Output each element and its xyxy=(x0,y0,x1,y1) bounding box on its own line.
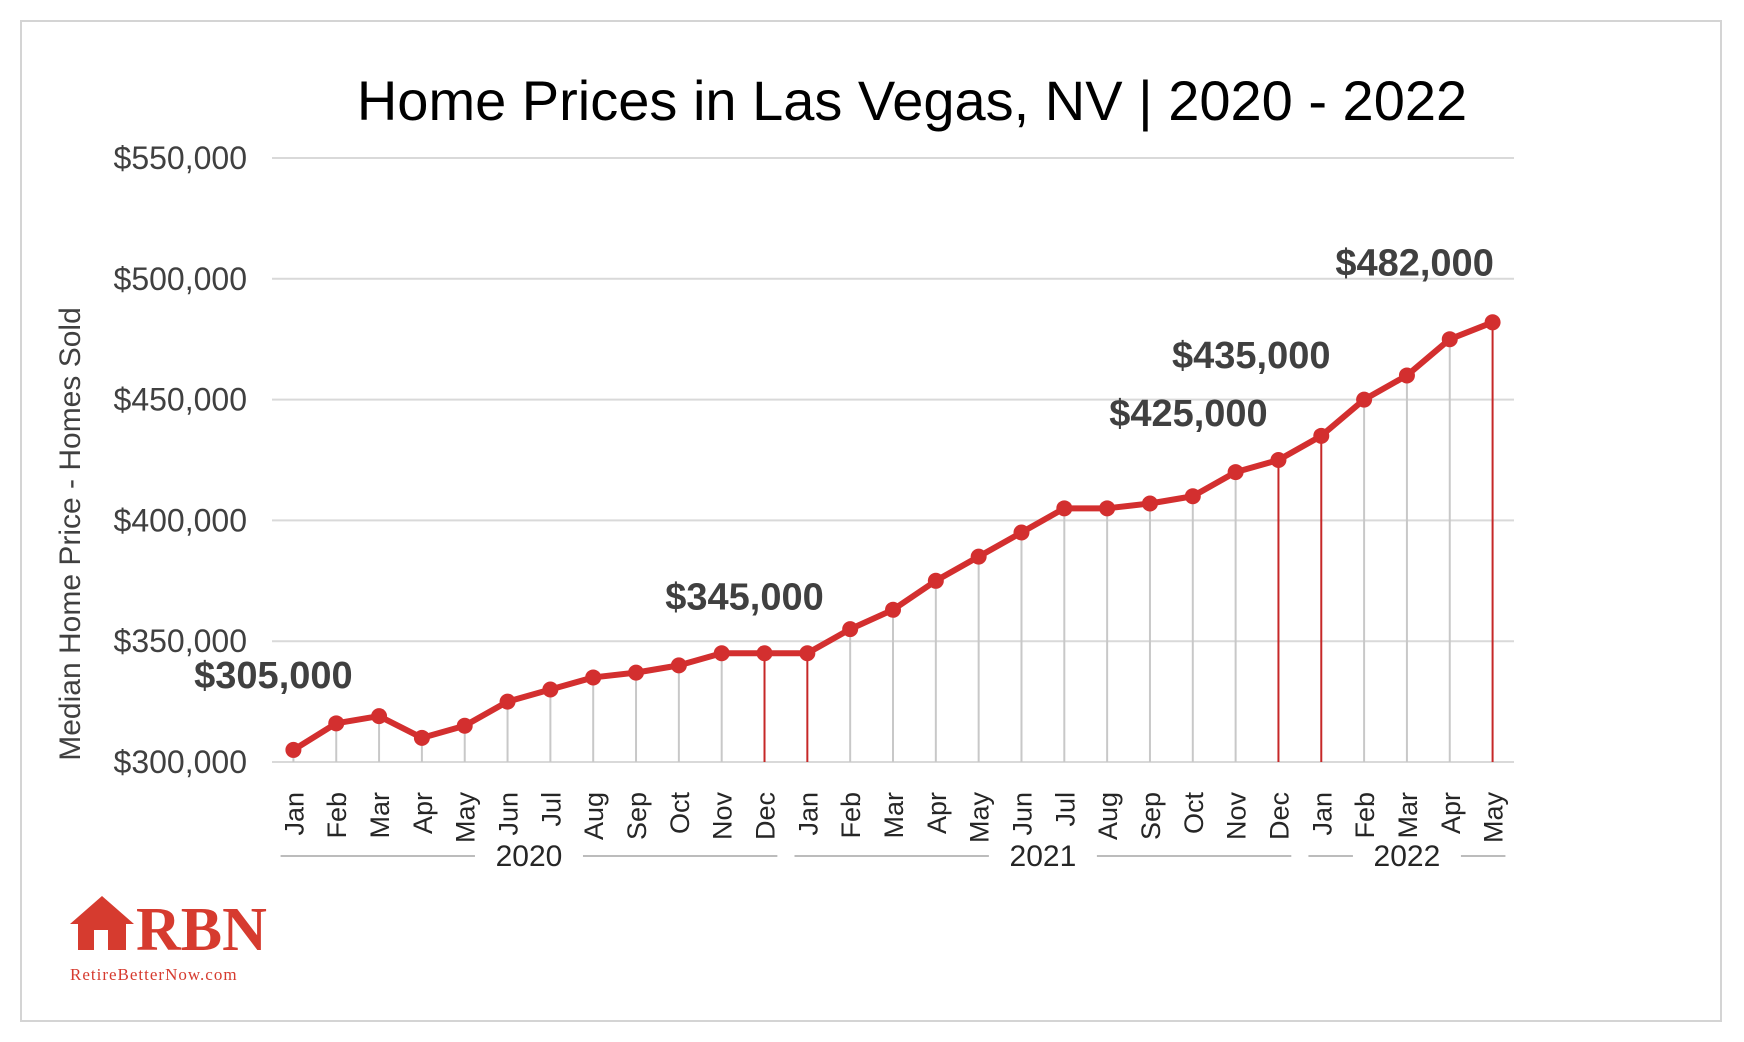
data-point xyxy=(885,601,901,618)
y-tick-label: $500,000 xyxy=(114,261,247,297)
x-tick-label: May xyxy=(965,792,995,844)
x-tick-label: Feb xyxy=(836,792,866,839)
year-label: 2021 xyxy=(1010,840,1077,873)
data-point xyxy=(413,729,430,746)
x-tick-label: Nov xyxy=(708,792,738,841)
data-label: $345,000 xyxy=(665,576,824,618)
data-point xyxy=(713,645,730,662)
data-point xyxy=(756,645,773,662)
data-point xyxy=(1398,367,1415,384)
data-point xyxy=(285,741,302,758)
data-point xyxy=(328,715,345,732)
y-tick-label: $550,000 xyxy=(114,140,247,176)
data-point xyxy=(670,657,687,674)
data-labels: $305,000 $345,000 $425,000 $435,000 $482,000 xyxy=(194,242,1494,697)
x-tick-label: Jul xyxy=(536,792,566,827)
y-axis-ticks: $300,000 $350,000 $400,000 $450,000 $500,000… xyxy=(114,140,247,780)
x-tick-label: Jan xyxy=(279,792,309,836)
x-tick-label: May xyxy=(451,792,481,844)
x-tick-label: Apr xyxy=(1436,792,1466,834)
x-tick-label: Mar xyxy=(365,792,395,839)
x-tick-label: Jun xyxy=(494,792,524,836)
data-point xyxy=(542,681,559,698)
x-tick-label: Dec xyxy=(751,792,781,840)
x-tick-label: Apr xyxy=(408,792,438,834)
x-tick-label: Feb xyxy=(1350,792,1380,839)
x-tick-label: Oct xyxy=(665,792,695,835)
data-point xyxy=(1184,488,1201,505)
data-point xyxy=(927,572,944,589)
data-point xyxy=(585,669,602,686)
house-palm-icon xyxy=(70,888,134,950)
data-label: $435,000 xyxy=(1172,335,1331,377)
data-label: $425,000 xyxy=(1109,393,1268,435)
data-point xyxy=(628,664,645,681)
data-point xyxy=(970,548,987,565)
x-tick-label: Jan xyxy=(793,792,823,836)
data-points xyxy=(285,314,1501,758)
data-point xyxy=(1056,500,1073,517)
x-tick-label: Jan xyxy=(1307,792,1337,836)
x-tick-label: Aug xyxy=(1093,792,1123,840)
x-tick-label: Oct xyxy=(1179,792,1209,835)
y-axis-label: Median Home Price - Homes Sold xyxy=(54,307,87,761)
drop-lines xyxy=(292,322,1494,762)
y-tick-label: $400,000 xyxy=(114,502,247,538)
data-label: $482,000 xyxy=(1335,242,1494,284)
data-label: $305,000 xyxy=(194,655,353,697)
rbn-logo: RBN RetireBetterNow.com xyxy=(70,888,267,984)
x-axis-ticks: Jan Feb Mar Apr May Jun Jul Aug Sep Oct Nov Dec Jan F… xyxy=(279,792,1508,844)
y-tick-label: $350,000 xyxy=(114,623,247,659)
x-tick-label: Apr xyxy=(922,792,952,834)
y-tick-label: $300,000 xyxy=(114,744,247,780)
data-point xyxy=(1441,331,1458,348)
x-tick-label: Jun xyxy=(1007,792,1037,836)
data-point xyxy=(799,645,816,662)
x-tick-label: Sep xyxy=(622,792,652,840)
data-point xyxy=(1313,427,1330,444)
x-tick-label: Nov xyxy=(1222,792,1252,841)
x-tick-label: Dec xyxy=(1264,792,1294,840)
x-tick-label: Feb xyxy=(322,792,352,839)
y-tick-label: $450,000 xyxy=(114,382,247,418)
data-point xyxy=(842,621,859,638)
data-point xyxy=(456,717,473,734)
x-tick-label: Mar xyxy=(1393,792,1423,839)
year-groups: 2020 2021 2022 xyxy=(280,840,1506,873)
x-tick-label: Aug xyxy=(579,792,609,840)
year-label: 2022 xyxy=(1374,840,1441,873)
chart-frame: Home Prices in Las Vegas, NV | 2020 - 20… xyxy=(20,20,1722,1022)
data-point xyxy=(1227,464,1244,481)
data-point xyxy=(1270,452,1287,468)
data-point xyxy=(1141,495,1158,512)
x-tick-label: Sep xyxy=(1136,792,1166,840)
x-tick-label: Mar xyxy=(879,792,909,839)
chart-svg: Home Prices in Las Vegas, NV | 2020 - 20… xyxy=(54,69,1514,984)
x-tick-label: May xyxy=(1479,792,1509,844)
x-tick-label: Jul xyxy=(1050,792,1080,827)
data-point xyxy=(371,708,388,725)
data-point xyxy=(1099,500,1116,517)
data-point xyxy=(1013,524,1030,541)
logo-url: RetireBetterNow.com xyxy=(70,965,238,984)
logo-brand: RBN xyxy=(136,896,267,964)
grid-layer xyxy=(272,157,1514,763)
data-point xyxy=(1484,314,1501,331)
year-label: 2020 xyxy=(496,840,563,873)
data-point xyxy=(1356,391,1373,408)
chart-title: Home Prices in Las Vegas, NV | 2020 - 20… xyxy=(357,69,1467,132)
data-point xyxy=(499,693,516,710)
